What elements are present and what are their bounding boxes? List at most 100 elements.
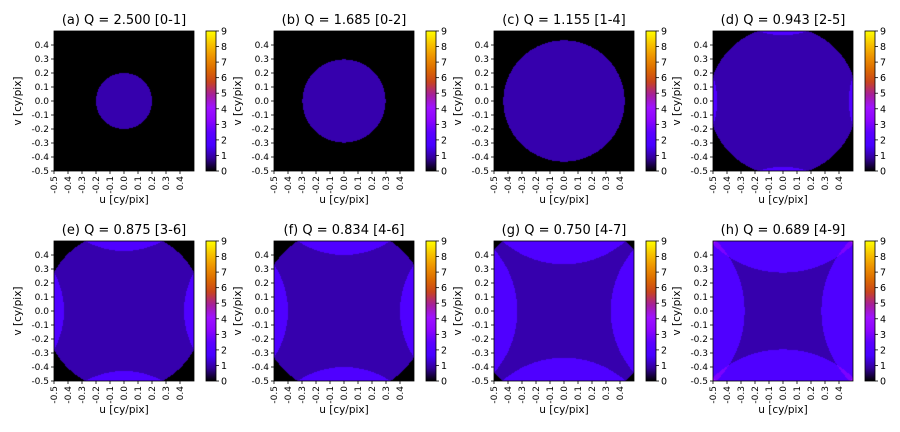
colorbar-tick-label: 2 xyxy=(221,345,227,356)
x-tick-label: -0.1 xyxy=(326,386,336,404)
x-tick-label: 0.3 xyxy=(162,176,172,190)
x-tick-label: -0.5 xyxy=(50,176,60,194)
x-axis-label: u [cy/pix] xyxy=(539,194,589,206)
colorbar-tick-label: 3 xyxy=(661,330,667,341)
y-axis-label: v [cy/pix] xyxy=(671,76,683,125)
colorbar-tick-label: 1 xyxy=(661,361,667,372)
colorbar-tick-label: 8 xyxy=(880,42,886,53)
x-tick-label: 0.3 xyxy=(821,176,831,190)
colorbar-tick-label: 6 xyxy=(441,283,447,294)
y-tick-label: -0.4 xyxy=(31,363,49,373)
colorbar-tick-label: 2 xyxy=(880,135,886,146)
y-tick-label: -0.5 xyxy=(690,167,708,177)
y-tick-label: -0.1 xyxy=(690,321,708,331)
x-tick-label: 0.2 xyxy=(588,176,598,190)
colorbar-tick-label: 5 xyxy=(880,89,886,100)
x-tick-label: -0.1 xyxy=(106,386,116,404)
x-tick-label: 0.2 xyxy=(148,176,158,190)
x-tick-label: 0.3 xyxy=(162,386,172,400)
colorbar-tick-label: 0 xyxy=(880,377,886,388)
x-tick-label: 0.4 xyxy=(616,386,626,401)
x-tick-label: -0.2 xyxy=(532,386,542,404)
y-tick-label: -0.3 xyxy=(690,139,708,149)
x-tick-label: 0.1 xyxy=(574,386,584,400)
y-tick-label: -0.4 xyxy=(471,153,489,163)
colorbar xyxy=(864,30,876,172)
panel-1: (b) Q = 1.685 [0-2]-0.5-0.5-0.4-0.4-0.3-… xyxy=(232,13,447,206)
y-tick-label: -0.5 xyxy=(251,377,269,387)
colorbar-tick-label: 8 xyxy=(221,252,227,263)
x-tick-label: -0.5 xyxy=(490,386,500,404)
colorbar-tick-label: 3 xyxy=(441,330,447,341)
y-tick-label: -0.3 xyxy=(31,139,49,149)
y-tick-label: 0.1 xyxy=(255,293,269,303)
x-tick-label: -0.5 xyxy=(709,386,719,404)
y-tick-label: 0.0 xyxy=(694,97,709,107)
colorbar-tick-label: 4 xyxy=(221,104,227,115)
x-tick-label: -0.1 xyxy=(546,176,556,194)
panel-0: (a) Q = 2.500 [0-1]-0.5-0.5-0.4-0.4-0.3-… xyxy=(12,13,227,206)
colorbar-tick-label: 0 xyxy=(661,377,667,388)
colorbar-tick-label: 5 xyxy=(221,89,227,100)
x-tick-label: 0.2 xyxy=(807,176,817,190)
x-tick-label: 0.2 xyxy=(588,386,598,400)
panel-title: (h) Q = 0.689 [4-9] xyxy=(721,223,846,238)
x-tick-label: 0.0 xyxy=(120,386,130,401)
colorbar-tick-label: 0 xyxy=(441,167,447,178)
colorbar-tick-label: 6 xyxy=(661,283,667,294)
x-tick-label: 0.1 xyxy=(354,176,364,190)
heatmap-image xyxy=(274,241,414,381)
colorbar-tick-label: 2 xyxy=(221,135,227,146)
colorbar-tick-label: 3 xyxy=(880,330,886,341)
x-tick-label: -0.1 xyxy=(546,386,556,404)
panel-5: (f) Q = 0.834 [4-6]-0.5-0.5-0.4-0.4-0.3-… xyxy=(232,223,447,416)
y-axis-label: v [cy/pix] xyxy=(452,286,464,335)
colorbar-tick-label: 7 xyxy=(661,268,667,279)
x-axis-label: u [cy/pix] xyxy=(319,404,369,416)
y-tick-label: 0.1 xyxy=(255,83,269,93)
x-tick-label: 0.4 xyxy=(835,386,845,401)
y-axis-label: v [cy/pix] xyxy=(232,76,244,125)
colorbar-tick-label: 6 xyxy=(221,73,227,84)
y-tick-label: -0.3 xyxy=(690,349,708,359)
y-tick-label: -0.1 xyxy=(31,321,49,331)
colorbar-tick-label: 4 xyxy=(221,314,227,325)
y-tick-label: -0.2 xyxy=(251,125,269,135)
x-tick-label: 0.4 xyxy=(835,176,845,191)
colorbar-tick-label: 8 xyxy=(441,252,447,263)
y-tick-label: 0.0 xyxy=(694,307,709,317)
y-tick-label: 0.4 xyxy=(475,251,490,261)
x-tick-label: -0.4 xyxy=(723,176,733,194)
y-tick-label: 0.2 xyxy=(35,69,49,79)
y-tick-label: -0.4 xyxy=(690,153,708,163)
y-tick-label: -0.3 xyxy=(251,139,269,149)
x-tick-label: 0.3 xyxy=(821,386,831,400)
x-tick-label: 0.1 xyxy=(134,386,144,400)
colorbar-tick-label: 5 xyxy=(661,299,667,310)
x-tick-label: -0.4 xyxy=(64,386,74,404)
colorbar-tick-label: 9 xyxy=(661,237,667,248)
panel-title: (a) Q = 2.500 [0-1] xyxy=(62,13,186,28)
x-tick-label: -0.4 xyxy=(284,176,294,194)
x-tick-label: 0.2 xyxy=(368,386,378,400)
panel-7: (h) Q = 0.689 [4-9]-0.5-0.5-0.4-0.4-0.3-… xyxy=(671,223,886,416)
y-tick-label: 0.4 xyxy=(475,41,490,51)
y-tick-label: 0.3 xyxy=(694,55,708,65)
x-axis-label: u [cy/pix] xyxy=(758,194,808,206)
x-tick-label: 0.1 xyxy=(574,176,584,190)
colorbar-tick-label: 6 xyxy=(661,73,667,84)
x-tick-label: 0.4 xyxy=(616,176,626,191)
y-tick-label: 0.3 xyxy=(255,55,269,65)
y-tick-label: 0.0 xyxy=(255,97,270,107)
x-tick-label: -0.5 xyxy=(270,176,280,194)
y-tick-label: -0.5 xyxy=(31,377,49,387)
colorbar-tick-label: 8 xyxy=(661,42,667,53)
heatmap-image xyxy=(713,241,853,381)
y-tick-label: -0.4 xyxy=(251,153,269,163)
x-tick-label: -0.3 xyxy=(78,386,88,404)
colorbar-tick-label: 6 xyxy=(880,73,886,84)
colorbar-tick-label: 0 xyxy=(441,377,447,388)
panel-title: (f) Q = 0.834 [4-6] xyxy=(284,223,405,238)
y-axis-label: v [cy/pix] xyxy=(12,286,24,335)
y-tick-label: -0.3 xyxy=(251,349,269,359)
